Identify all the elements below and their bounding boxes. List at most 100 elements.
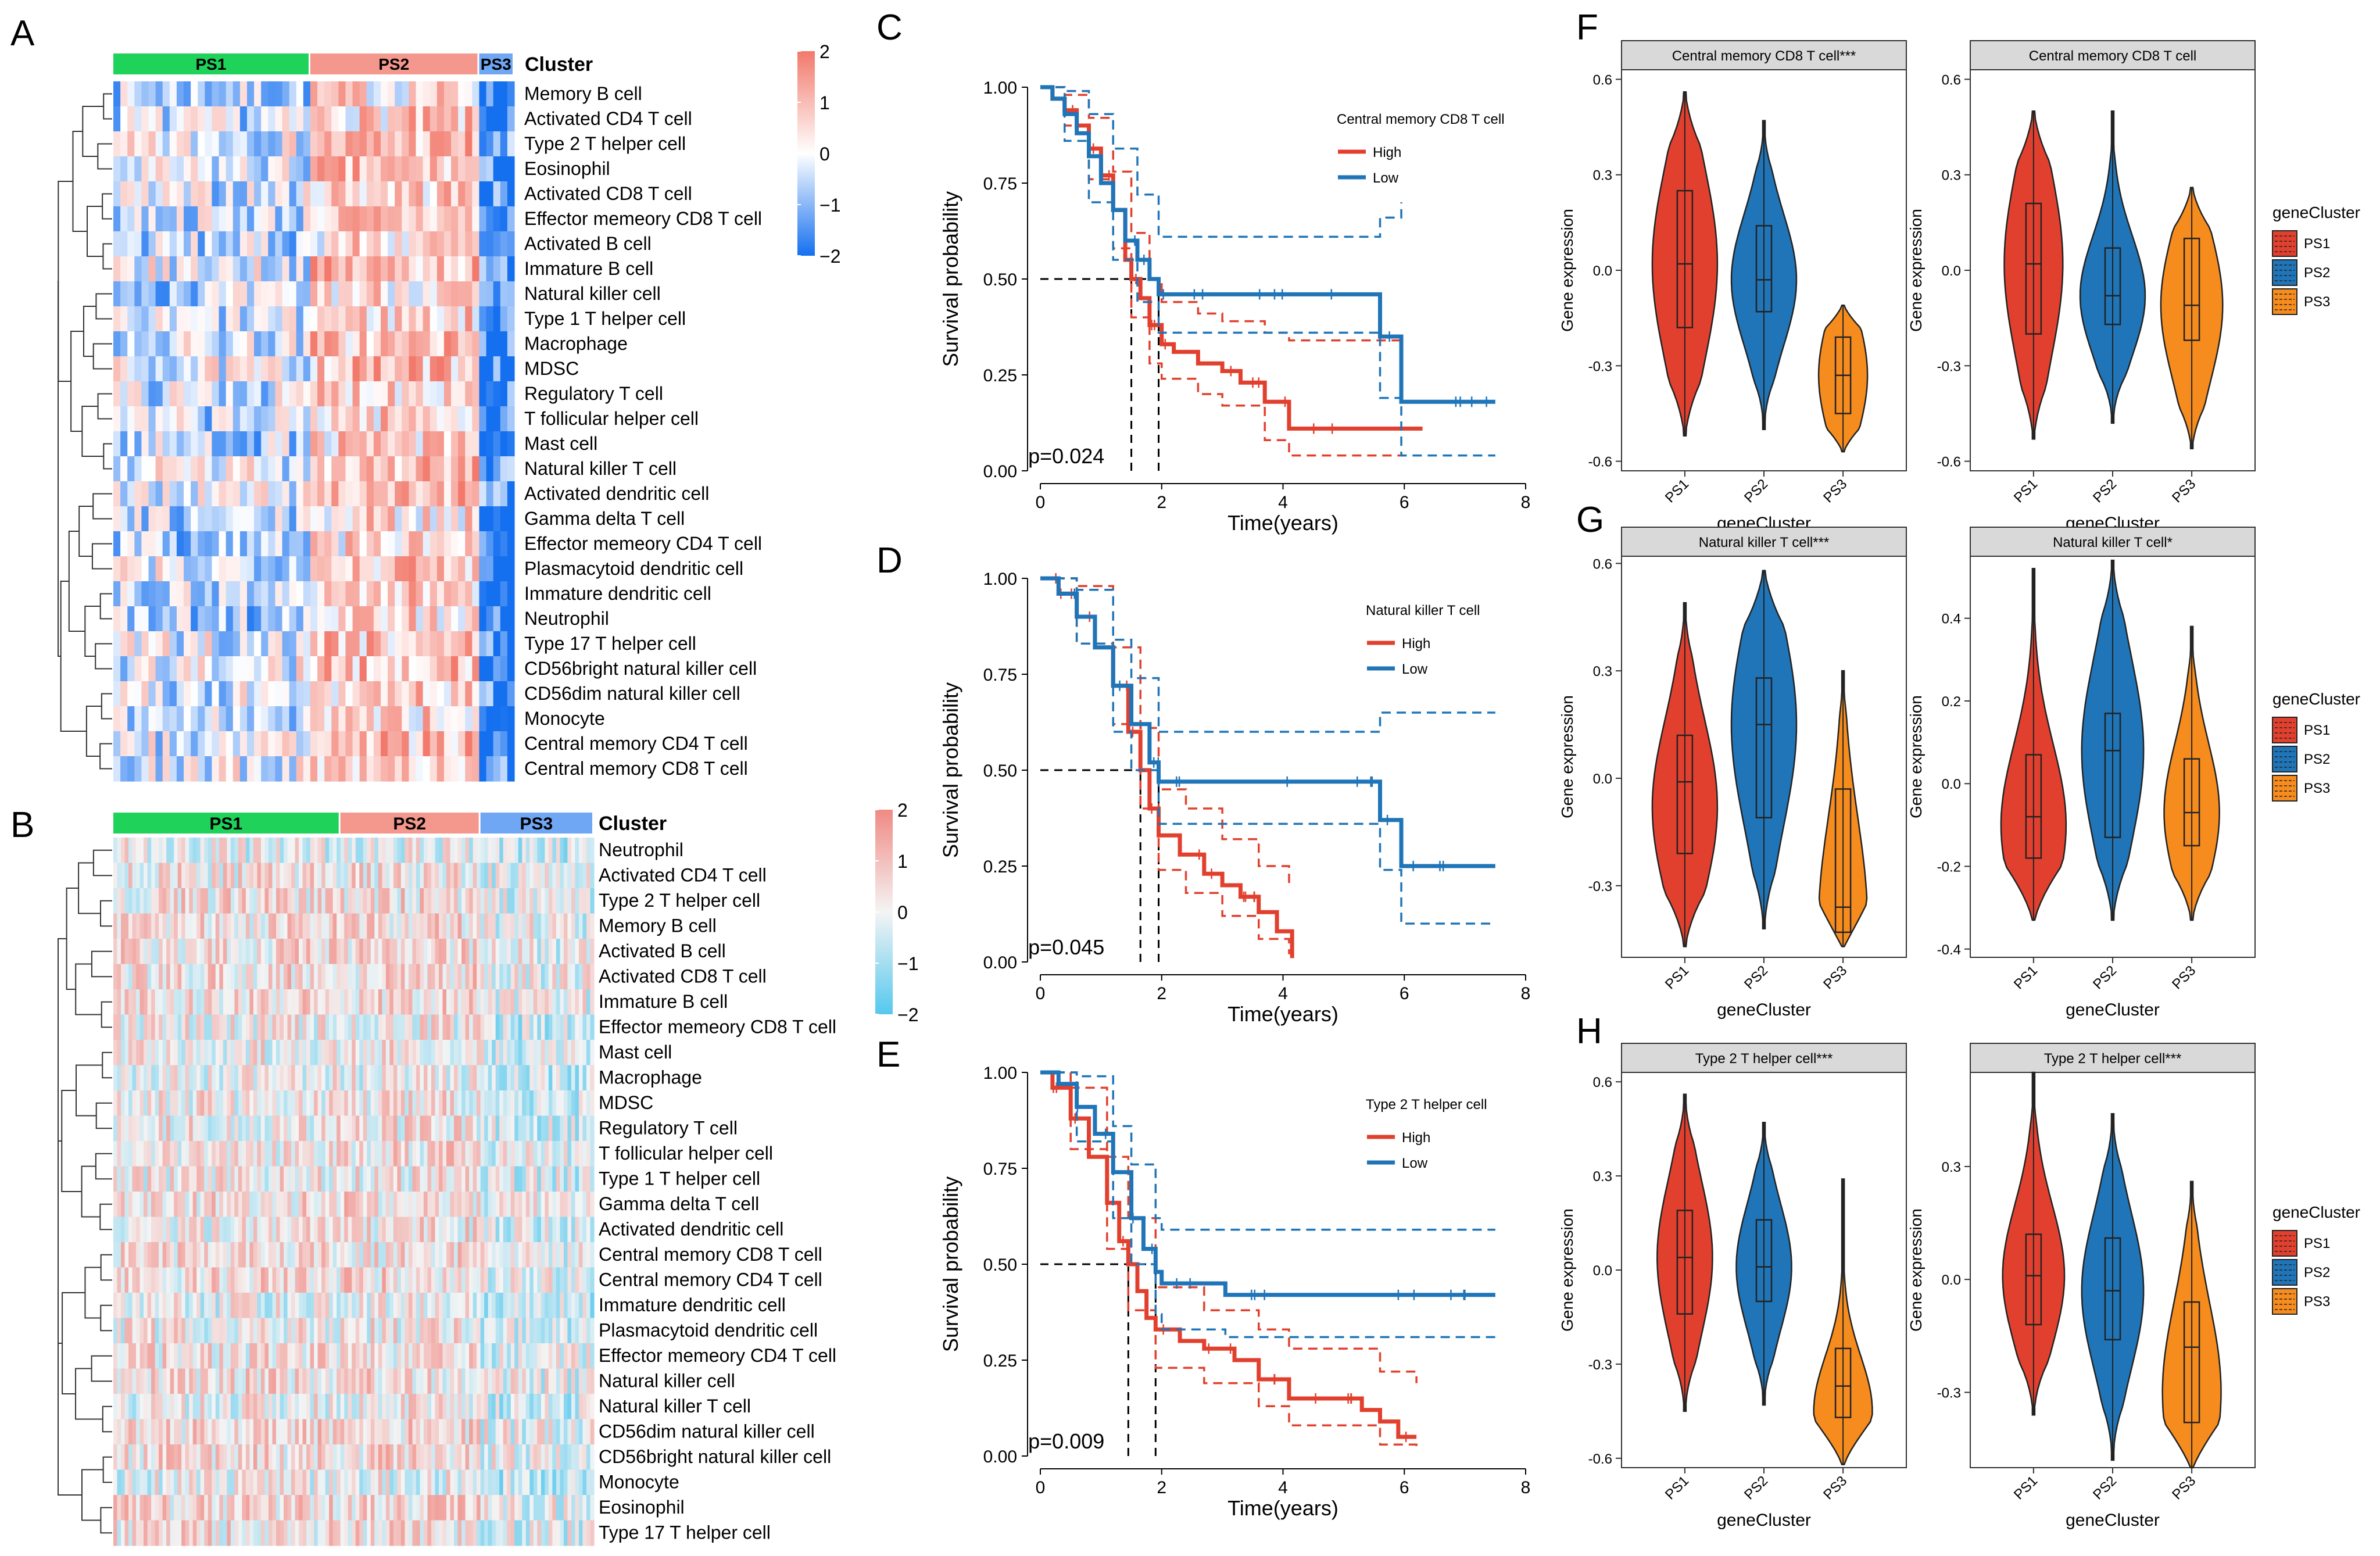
heatmap-cell (367, 1217, 371, 1243)
heatmap-cell (200, 1242, 205, 1268)
heatmap-cell (306, 1141, 311, 1167)
heatmap-cell (136, 863, 141, 889)
heatmap-cell (563, 1166, 568, 1192)
heatmap-cell (113, 281, 121, 307)
heatmap-cell (560, 1115, 564, 1142)
heatmap-cell (223, 863, 227, 889)
heatmap-cell (132, 913, 137, 939)
heatmap-cell (363, 838, 367, 864)
heatmap-cell (409, 581, 417, 607)
heatmap-cell (412, 989, 417, 1015)
heatmap-cell (264, 1419, 269, 1445)
heatmap-cell (507, 1217, 511, 1243)
heatmap-cell (359, 1115, 364, 1142)
heatmap-cell (479, 206, 487, 232)
heatmap-cell (507, 1141, 511, 1167)
heatmap-cell (134, 181, 142, 207)
heatmap-cell (359, 306, 367, 332)
heatmap-cell (461, 1267, 466, 1293)
heatmap-cell (185, 1343, 189, 1369)
cluster-bar-ps2 (310, 53, 478, 74)
heatmap-cell (514, 1217, 519, 1243)
heatmap-cell (416, 913, 421, 939)
heatmap-cell (205, 156, 213, 182)
heatmap-cell (337, 1115, 341, 1142)
heatmap-cell (582, 1368, 587, 1394)
heatmap-cell (280, 1166, 284, 1192)
heatmap-cell (461, 1419, 466, 1445)
heatmap-cell (226, 606, 234, 632)
heatmap-cell (325, 1242, 330, 1268)
heatmap-cell (548, 1267, 553, 1293)
heatmap-cell (134, 481, 142, 507)
heatmap-cell (192, 1192, 197, 1218)
heatmap-cell (249, 989, 254, 1015)
heatmap-cell (268, 1394, 273, 1420)
heatmap-cell (170, 1242, 174, 1268)
heatmap-cell (465, 1343, 470, 1369)
heatmap-cell (439, 1141, 443, 1167)
heatmap-cell (393, 964, 398, 990)
heatmap-cell (529, 964, 534, 990)
panel-letter-h: H (1576, 1011, 1602, 1051)
heatmap-cell (567, 1444, 572, 1471)
heatmap-cell (477, 888, 481, 914)
heatmap-cell (400, 913, 406, 939)
heatmap-cell (567, 1419, 572, 1445)
heatmap-cell (329, 1040, 334, 1066)
heatmap-cell (423, 989, 428, 1015)
heatmap-cell (412, 1065, 417, 1091)
heatmap-cell (124, 1141, 129, 1167)
heatmap-cell (148, 156, 156, 182)
heatmap-cell (405, 1090, 409, 1117)
heatmap-cell (385, 989, 390, 1015)
heatmap-cell (113, 431, 121, 457)
heatmap-cell (253, 1217, 258, 1243)
heatmap-cell (147, 964, 152, 990)
heatmap-cell (170, 1368, 174, 1394)
heatmap-cell (238, 1141, 243, 1167)
heatmap-cell (226, 331, 234, 357)
heatmap-cell (159, 1192, 163, 1218)
heatmap-cell (296, 406, 304, 432)
heatmap-cell (338, 706, 346, 732)
heatmap-cell (223, 1090, 227, 1117)
heatmap-cell (405, 1242, 409, 1268)
heatmap-cell (443, 656, 452, 682)
heatmap-cell (128, 1267, 133, 1293)
heatmap-cell (291, 1014, 296, 1040)
heatmap-cell (177, 1368, 182, 1394)
heatmap-cell (144, 1065, 148, 1091)
heatmap-cell (525, 1090, 530, 1117)
heatmap-cell (492, 1318, 496, 1344)
heatmap-cell (151, 1469, 156, 1496)
heatmap-cell (571, 863, 576, 889)
heatmap-cell (507, 156, 515, 182)
heatmap-cell (284, 1293, 288, 1319)
heatmap-cell (155, 381, 163, 407)
heatmap-cell (446, 1469, 451, 1496)
heatmap-cell (408, 1065, 413, 1091)
heatmap-cell (166, 1040, 171, 1066)
heatmap-cell (510, 913, 515, 939)
heatmap-cell (282, 631, 290, 657)
heatmap-cell (155, 1469, 159, 1496)
heatmap-cell (181, 1141, 186, 1167)
heatmap-cell (373, 281, 381, 307)
heatmap-cell (227, 1217, 231, 1243)
heatmap-cell (268, 1293, 273, 1319)
heatmap-cell (367, 1141, 371, 1167)
heatmap-cell (405, 913, 409, 939)
heatmap-cell (393, 1141, 398, 1167)
heatmap-cell (423, 606, 431, 632)
heatmap-cell (484, 1040, 489, 1066)
heatmap-cell (461, 838, 466, 864)
heatmap-cell (352, 381, 360, 407)
heatmap-cell (514, 838, 519, 864)
heatmap-cell (181, 913, 186, 939)
heatmap-cell (238, 1318, 243, 1344)
heatmap-cell (586, 1242, 591, 1268)
heatmap-cell (184, 206, 191, 232)
heatmap-cell (541, 888, 545, 914)
heatmap-cell (514, 1115, 519, 1142)
